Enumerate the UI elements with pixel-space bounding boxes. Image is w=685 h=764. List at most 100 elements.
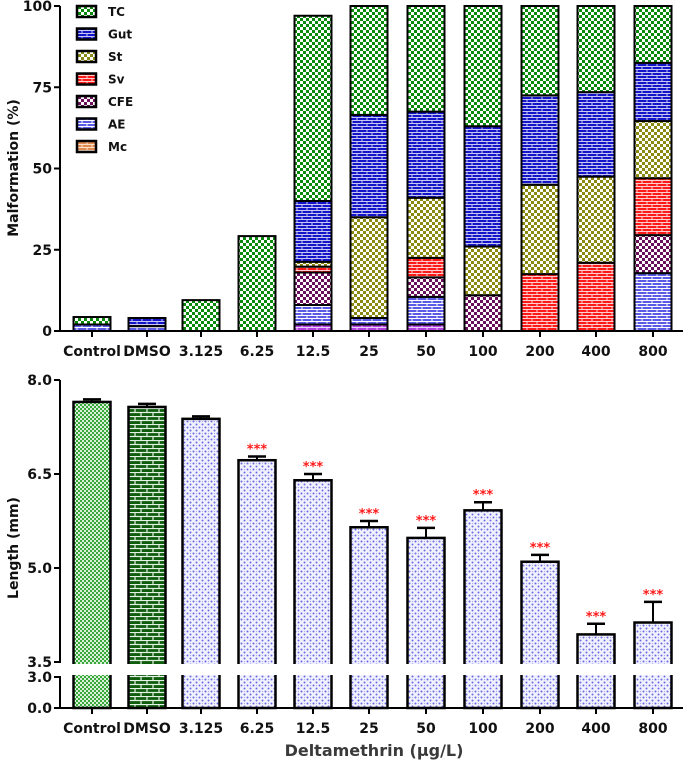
bar-400: *** <box>576 610 616 710</box>
x-ticks: Control DMSO 3.125 6.25 12.5 25 50 100 200 400 800 <box>63 708 668 737</box>
malformation-chart: 0 25 50 75 100 Control DMSO 3.125 6.25 12.5 25 50 1… <box>6 0 683 360</box>
legend-item-sv: Sv <box>75 72 125 87</box>
x-tick-label: 3.125 <box>179 721 223 737</box>
bar-3-125 <box>181 299 221 332</box>
x-tick-label: 6.25 <box>240 721 275 737</box>
x-tick-label: DMSO <box>123 721 171 737</box>
bar-rect <box>406 536 446 710</box>
bar-rect <box>520 560 560 710</box>
bar-25 <box>349 5 389 332</box>
segment-cfe <box>463 294 503 332</box>
x-axis-title: Deltamethrin (µg/L) <box>285 741 464 760</box>
x-ticks: Control DMSO 3.125 6.25 12.5 25 50 100 200 400 800 <box>63 331 668 360</box>
segment-gut <box>463 125 503 248</box>
legend-swatch <box>75 72 98 86</box>
segment-tc <box>349 5 389 116</box>
legend-label: Gut <box>108 28 132 42</box>
x-tick-label: 25 <box>359 721 378 737</box>
segment-tc <box>576 5 616 94</box>
x-tick-label: 800 <box>638 344 667 360</box>
bar-rect <box>181 417 221 710</box>
legend-label: CFE <box>108 95 133 109</box>
y-axis-title: Length (mm) <box>6 497 22 599</box>
segment-sv <box>520 273 560 332</box>
segment-ae <box>293 304 333 326</box>
segment-st <box>406 196 446 259</box>
significance-marker: *** <box>303 460 324 475</box>
legend-swatch <box>75 49 98 64</box>
y-tick-label: 3.5 <box>27 655 52 671</box>
legend-label: Mc <box>108 140 127 154</box>
y-ticks: 0.0 3.03.5 5.0 6.5 8.0 <box>27 373 60 717</box>
y-tick-label: 0.0 <box>27 701 52 717</box>
x-tick-label: 400 <box>581 721 610 737</box>
bar-dmso <box>127 317 167 332</box>
segment-st <box>463 245 503 297</box>
segment-sv <box>633 177 673 237</box>
legend-item-ae: AE <box>75 117 125 132</box>
x-tick-label: 12.5 <box>296 721 331 737</box>
segment-gut <box>293 200 333 263</box>
legend-swatch <box>75 27 98 41</box>
x-tick-label: 6.25 <box>240 344 275 360</box>
segment-gut <box>349 113 389 219</box>
bar-50 <box>406 5 446 332</box>
segment-sv <box>576 261 616 332</box>
x-tick-label: DMSO <box>123 344 171 360</box>
x-tick-label: Control <box>63 344 121 360</box>
bar-100 <box>463 5 503 332</box>
bar-control <box>72 398 112 710</box>
bar-200: *** <box>520 541 560 710</box>
segment-ae <box>633 272 673 332</box>
bar-25: *** <box>349 507 389 710</box>
x-tick-label: 100 <box>468 344 497 360</box>
y-tick-label: 3.0 <box>27 670 52 686</box>
segment-tc <box>633 5 673 64</box>
legend-item-st: St <box>75 49 123 64</box>
bar-3-125 <box>181 415 221 710</box>
legend-item-gut: Gut <box>75 27 132 42</box>
segment-st <box>349 216 389 319</box>
segment-tc <box>463 5 503 128</box>
significance-marker: *** <box>586 610 607 625</box>
segment-tc <box>293 14 333 202</box>
segment-tc <box>237 235 277 333</box>
segment-tc <box>520 5 560 97</box>
legend-label: TC <box>108 5 125 19</box>
segment-gut <box>633 61 673 123</box>
bar-6-25 <box>237 235 277 333</box>
y-tick-label: 75 <box>33 80 52 96</box>
significance-marker: *** <box>247 442 268 457</box>
legend-swatch <box>75 139 98 154</box>
x-tick-label: Control <box>63 721 121 737</box>
bar-400 <box>576 5 616 332</box>
segment-gut <box>520 94 560 186</box>
segment-cfe <box>293 271 333 306</box>
y-ticks: 0 25 50 75 100 <box>23 0 60 340</box>
y-tick-label: 5.0 <box>27 561 52 577</box>
x-tick-label: 50 <box>416 721 436 737</box>
y-tick-label: 0 <box>42 324 52 340</box>
significance-marker: *** <box>643 588 664 603</box>
segment-st <box>520 183 560 276</box>
bar-200 <box>520 5 560 332</box>
legend-label: AE <box>108 118 125 132</box>
bar-control <box>72 316 112 332</box>
legend: TC Gut St Sv CFE AE Mc <box>75 4 133 154</box>
length-bars: *** *** *** *** *** *** *** *** <box>72 398 673 710</box>
significance-marker: *** <box>530 541 551 556</box>
legend-swatch <box>75 117 98 131</box>
x-tick-label: 25 <box>359 344 378 360</box>
legend-swatch <box>75 94 98 109</box>
segment-tc <box>406 5 446 113</box>
segment-tc <box>181 299 221 332</box>
y-tick-label: 100 <box>23 0 52 15</box>
legend-label: St <box>108 50 123 64</box>
x-tick-label: 400 <box>581 344 610 360</box>
significance-marker: *** <box>473 488 494 503</box>
segment-cfe <box>406 276 446 298</box>
legend-item-tc: TC <box>75 4 125 19</box>
x-tick-label: 12.5 <box>296 344 331 360</box>
significance-marker: *** <box>416 514 437 529</box>
